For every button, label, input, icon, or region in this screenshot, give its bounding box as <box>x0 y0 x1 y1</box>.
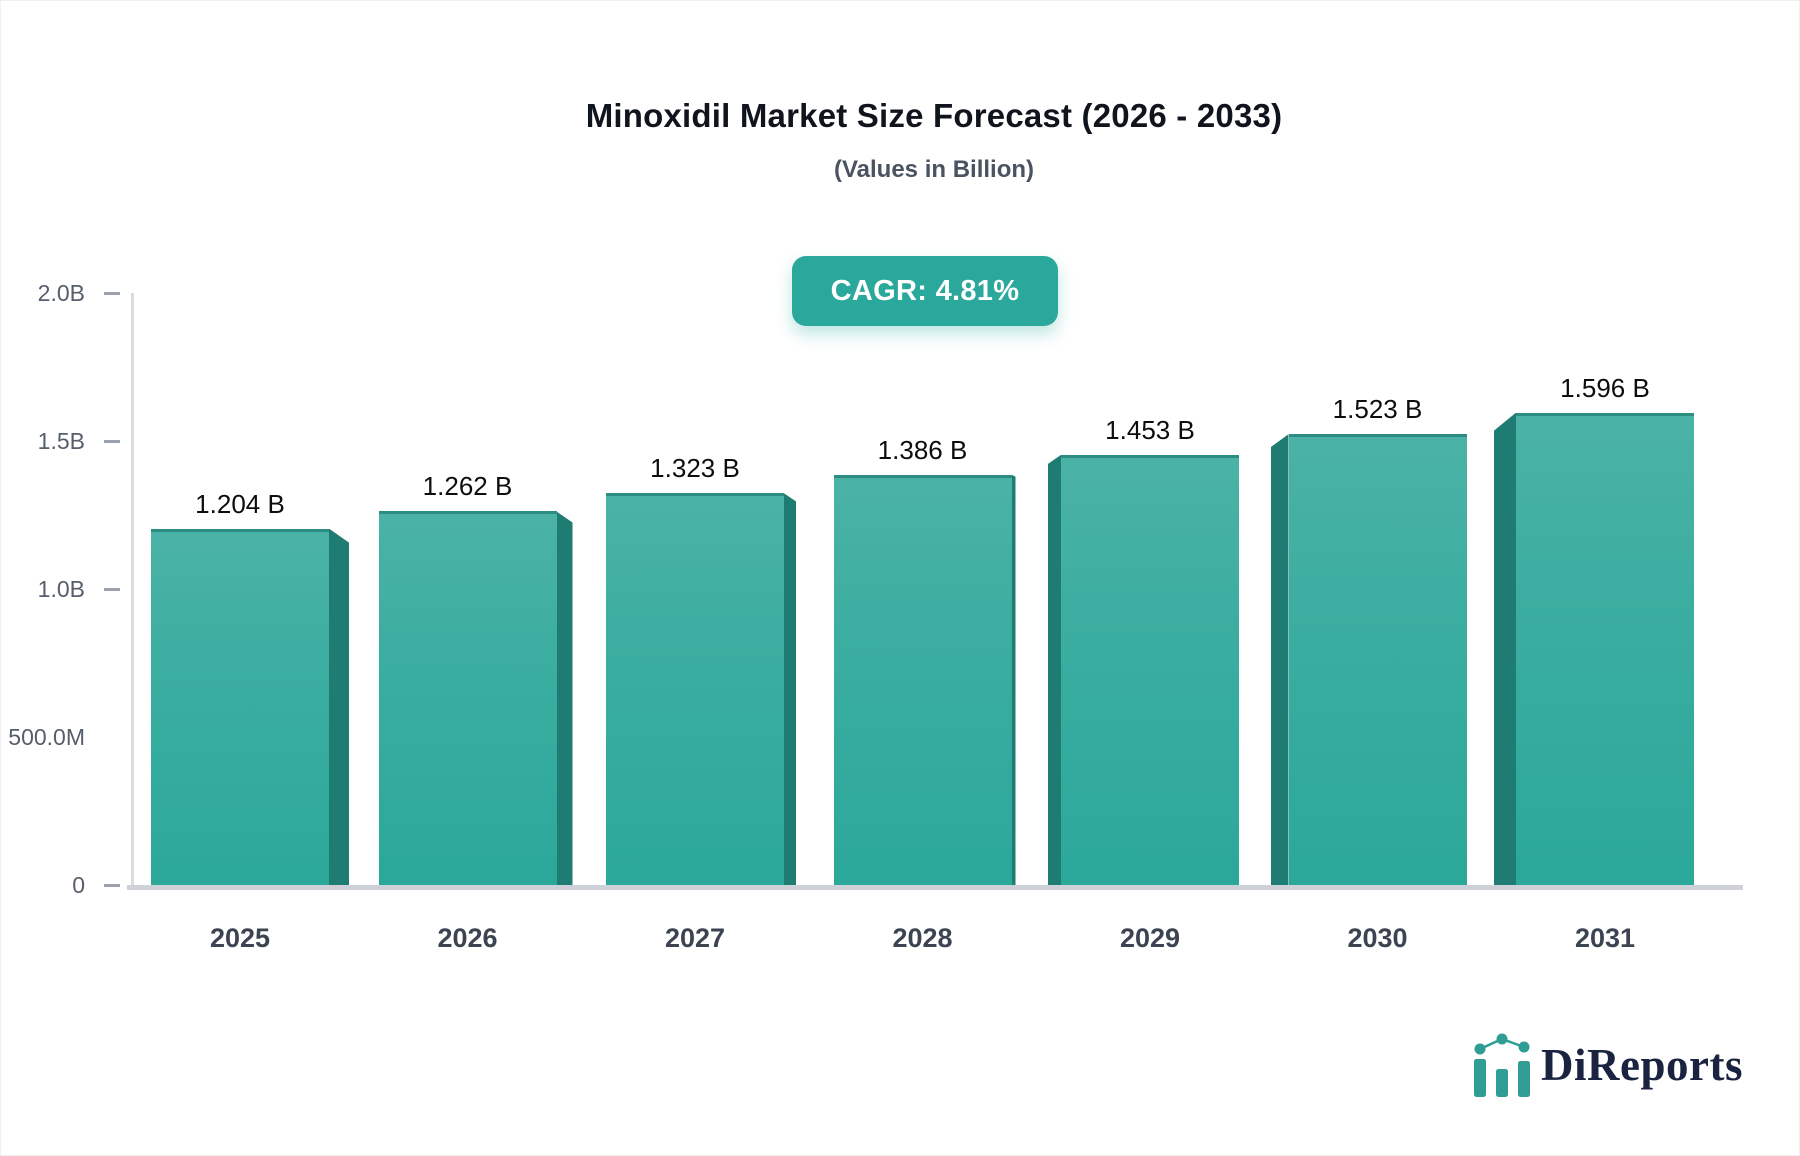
x-axis-label-2028: 2028 <box>892 923 953 953</box>
bar-side-face <box>329 528 349 885</box>
bar-front-face <box>1061 454 1239 885</box>
bar-2030: 1.523 B <box>1270 394 1467 885</box>
bar-line-chart-icon <box>1474 1033 1531 1097</box>
y-axis-tick-mark <box>104 588 120 591</box>
bar-value-label: 1.323 B <box>650 453 740 484</box>
bar-value-label: 1.204 B <box>195 488 285 519</box>
y-axis-tick-label: 500.0M <box>8 724 85 750</box>
x-axis-label-2025: 2025 <box>209 923 271 953</box>
bar-value-label: 1.262 B <box>422 471 513 502</box>
bar-2027: 1.323 B <box>606 453 796 885</box>
bar-side-face <box>1494 412 1516 885</box>
y-axis-tick-label: 1.5B <box>37 428 85 454</box>
y-axis-tick-label: 2.0B <box>37 280 85 306</box>
bar-front-face <box>1516 412 1694 885</box>
y-axis-tick-mark <box>104 292 120 295</box>
chart-header: Minoxidil Market Size Forecast (2026 - 2… <box>67 97 1799 184</box>
bar-2031: 1.596 B <box>1494 373 1694 885</box>
bar-front-face <box>378 511 557 885</box>
bar-2026: 1.262 B <box>378 471 573 885</box>
bar-2025: 1.204 B <box>151 489 349 885</box>
bar-value-label: 1.596 B <box>1560 372 1650 403</box>
page-title: Minoxidil Market Size Forecast (2026 - 2… <box>585 97 1283 134</box>
y-axis-tick-mark <box>104 884 120 887</box>
x-axis-label-2027: 2027 <box>664 923 726 953</box>
bar-value-label: 1.523 B <box>1332 394 1423 425</box>
bar-2028: 1.386 B <box>833 435 1016 885</box>
x-axis-label-2026: 2026 <box>437 923 498 953</box>
bar-front-face <box>606 493 784 885</box>
bar-value-label: 1.386 B <box>877 434 968 465</box>
brand-name: DiReports <box>1541 1040 1743 1090</box>
x-axis-label-2031: 2031 <box>1574 923 1636 953</box>
bar-side-face <box>784 493 796 885</box>
bar-front-face <box>1288 434 1467 885</box>
y-axis-tick-label: 0 <box>72 872 85 898</box>
x-axis-label-2030: 2030 <box>1347 923 1408 953</box>
y-axis-line <box>131 293 134 887</box>
bar-side-face <box>1011 474 1016 885</box>
bar-value-label: 1.453 B <box>1105 414 1195 445</box>
cagr-badge-label: CAGR: 4.81% <box>830 274 1020 307</box>
x-axis-label-2029: 2029 <box>1119 923 1181 953</box>
y-axis-tick-label: 1.0B <box>37 576 85 602</box>
chart-subtitle: (Values in Billion) <box>833 156 1035 183</box>
cagr-badge: CAGR: 4.81% <box>792 256 1058 326</box>
bar-front-face <box>833 474 1012 885</box>
bar-front-face <box>151 528 329 885</box>
y-axis-tick-mark <box>104 440 120 443</box>
bar-side-face <box>556 511 573 885</box>
bar-2029: 1.453 B <box>1048 415 1239 885</box>
bar-side-face <box>1048 454 1061 885</box>
bar-side-face <box>1270 434 1289 885</box>
brand-logo: DiReports <box>1474 1033 1743 1097</box>
x-axis-baseline <box>127 885 1743 890</box>
